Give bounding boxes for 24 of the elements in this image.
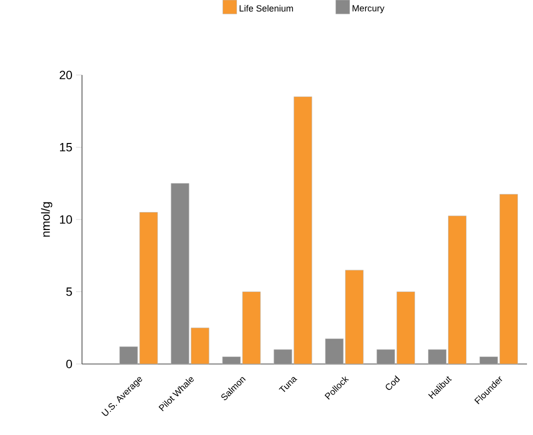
bar xyxy=(242,292,261,364)
bar xyxy=(396,292,416,364)
y-tick-label: 5 xyxy=(66,288,72,296)
y-tick-label: 10 xyxy=(60,215,72,224)
bar xyxy=(345,270,364,364)
bar xyxy=(428,349,446,364)
bar xyxy=(325,338,344,364)
bar xyxy=(448,216,466,364)
x-tick-label: Cod xyxy=(386,375,400,390)
y-tick-label: 0 xyxy=(66,360,72,368)
bar xyxy=(170,183,190,364)
bar xyxy=(376,349,396,364)
legend-label: Life Selenium xyxy=(240,4,293,12)
x-tick-label: Tuna xyxy=(278,377,298,392)
bar xyxy=(119,346,138,364)
bar xyxy=(274,349,292,364)
bar xyxy=(139,212,158,364)
bar xyxy=(294,96,312,364)
y-tick-label: 15 xyxy=(60,143,72,152)
bar xyxy=(190,328,210,364)
legend-label: Mercury xyxy=(352,5,384,14)
y-axis-title: nmol/g xyxy=(41,202,52,237)
bar xyxy=(500,194,518,364)
y-tick-label: 20 xyxy=(60,70,72,80)
